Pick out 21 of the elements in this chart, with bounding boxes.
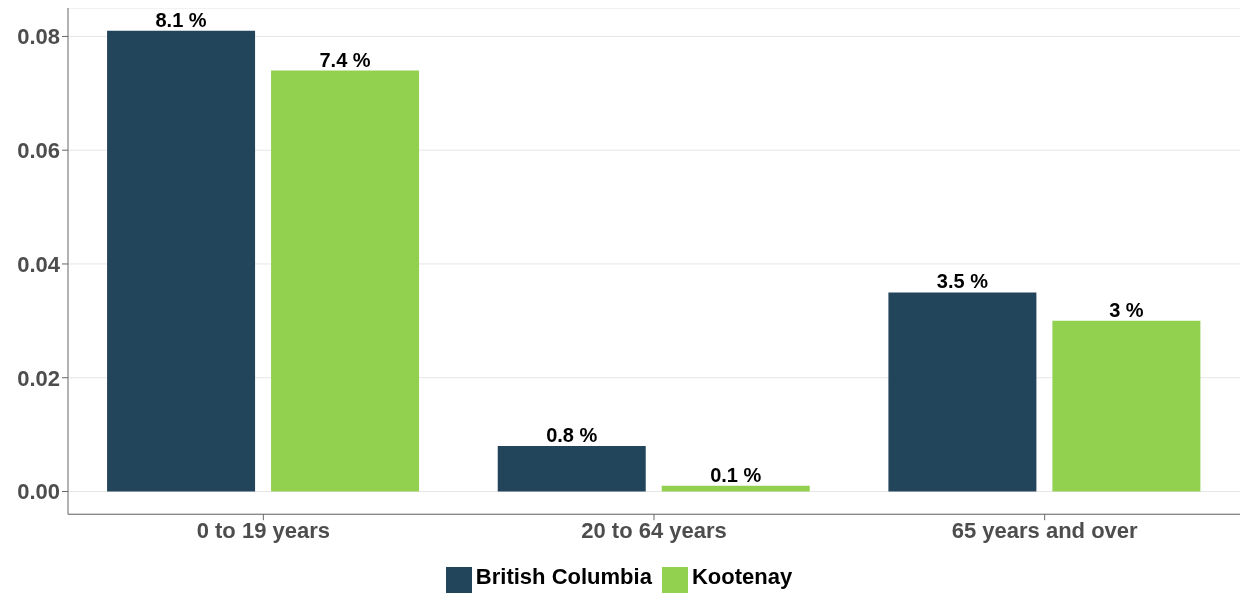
data-label: 8.1 % <box>155 8 207 31</box>
y-tick-label: 0.02 <box>17 365 60 391</box>
data-label: 0.8 % <box>546 423 598 446</box>
y-tick-label: 0.04 <box>17 251 61 277</box>
data-label: 7.4 % <box>319 48 371 71</box>
bar <box>1052 320 1201 492</box>
y-tick-label: 0.08 <box>17 24 60 50</box>
bar <box>107 30 256 492</box>
data-label: 3 % <box>1109 298 1144 321</box>
x-tick-label: 20 to 64 years <box>581 517 727 543</box>
bar <box>271 70 420 492</box>
x-tick-label: 65 years and over <box>951 517 1139 543</box>
x-tick-label: 0 to 19 years <box>196 517 330 543</box>
data-label: 3.5 % <box>936 270 989 293</box>
legend-label: Kootenay <box>691 564 793 590</box>
y-tick-label: 0.06 <box>17 138 60 164</box>
data-label: 0.1 % <box>710 463 762 486</box>
y-tick-label: 0.00 <box>17 479 60 505</box>
legend-label: British Columbia <box>475 564 652 590</box>
bar <box>888 292 1037 492</box>
bar <box>497 445 646 492</box>
